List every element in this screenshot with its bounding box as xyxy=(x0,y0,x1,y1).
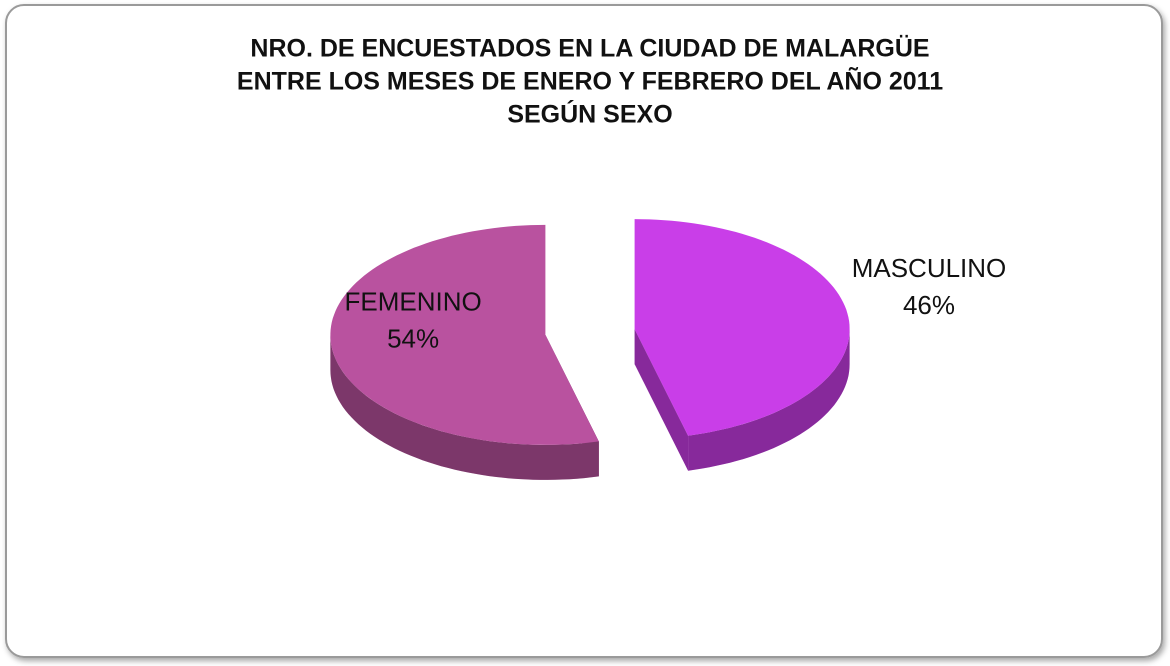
pie-slice xyxy=(330,224,599,445)
chart-title: ENTRE LOS MESES DE ENERO Y FEBRERO DEL A… xyxy=(237,66,943,96)
data-label-category: FEMENINO xyxy=(344,286,481,316)
chart-title: SEGÚN SEXO xyxy=(507,99,672,129)
chart-title: NRO. DE ENCUESTADOS EN LA CIUDAD DE MALA… xyxy=(250,34,929,63)
data-label-value: 46% xyxy=(903,290,955,320)
slice-side-shade xyxy=(330,334,599,480)
slice-side-shade xyxy=(688,329,850,471)
data-label-value: 54% xyxy=(387,323,439,353)
slice-side xyxy=(688,329,850,471)
slice-side xyxy=(634,329,689,471)
pie-slice xyxy=(634,219,850,436)
slice-side xyxy=(330,334,599,480)
slice-side-shade xyxy=(634,329,689,471)
chart-frame xyxy=(5,4,1163,658)
data-label-category: MASCULINO xyxy=(852,253,1007,283)
